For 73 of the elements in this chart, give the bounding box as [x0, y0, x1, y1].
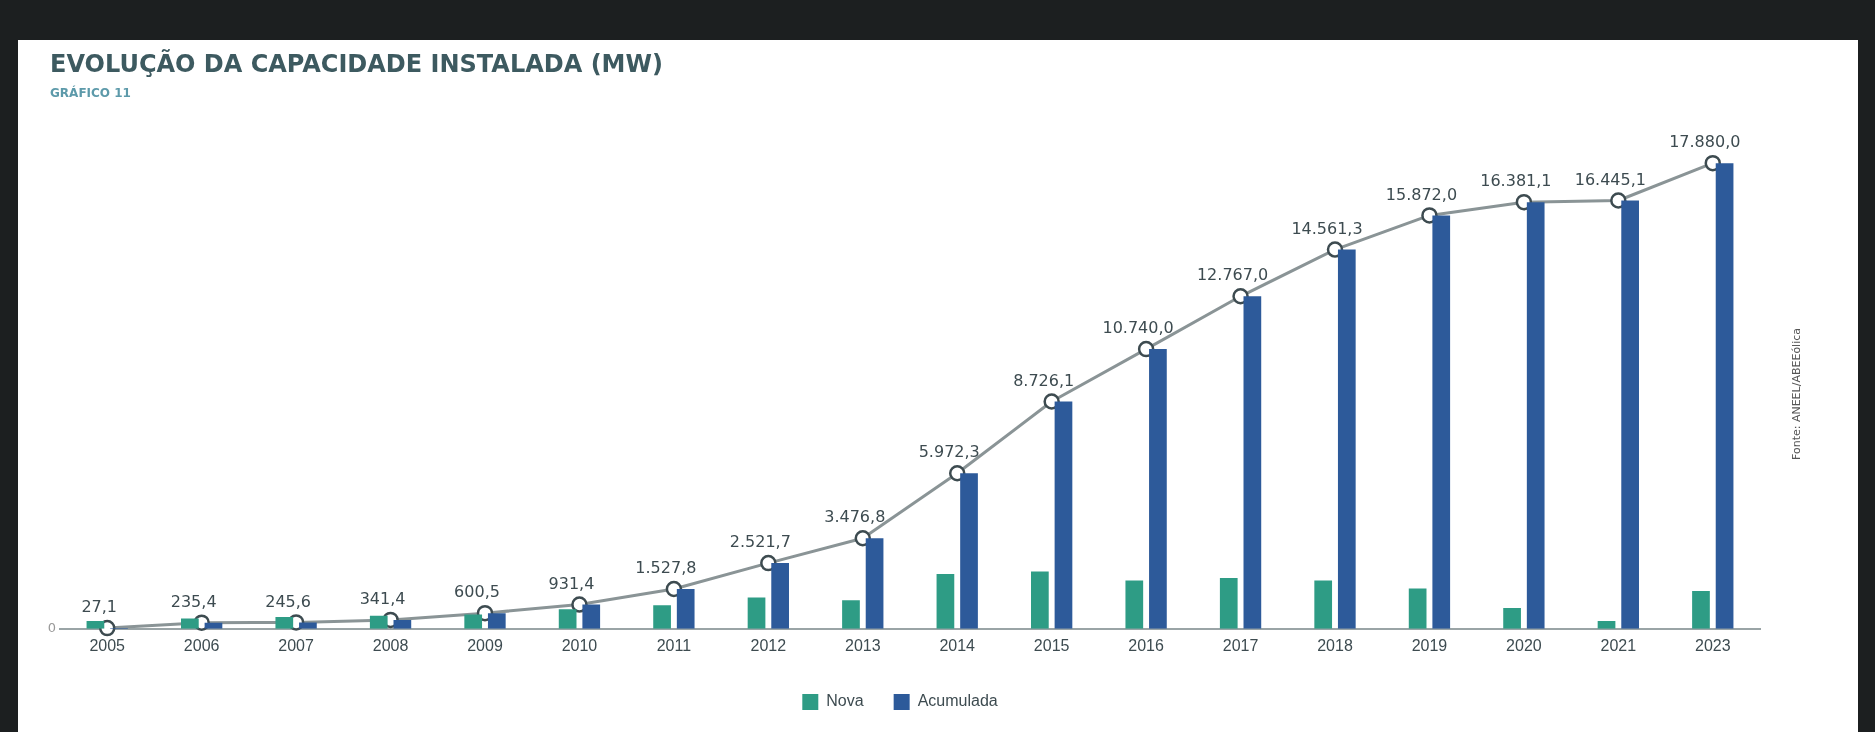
bar: [1526, 202, 1545, 629]
bar: [487, 613, 506, 629]
x-tick-label: 2015: [1033, 636, 1070, 654]
bar: [558, 609, 577, 629]
x-tick-label: 2013: [844, 636, 881, 654]
bar: [1621, 200, 1639, 629]
x-tick-label: 2007: [278, 636, 315, 654]
bar: [1219, 578, 1238, 629]
x-tick-label: 2011: [656, 636, 692, 654]
bar: [1408, 588, 1427, 629]
data-label: 10.740,0: [1102, 318, 1174, 338]
bar: [771, 563, 789, 629]
bar: [1337, 249, 1356, 629]
x-tick-label: 2021: [1600, 636, 1637, 654]
data-label: 2.521,7: [729, 532, 791, 552]
data-label: 3.476,8: [824, 507, 886, 527]
data-label: 12.767,0: [1196, 265, 1269, 285]
bar: [936, 574, 955, 629]
legend-label: Nova: [826, 692, 864, 710]
data-label: 14.561,3: [1291, 218, 1363, 238]
bar: [960, 473, 978, 629]
data-label: 931,4: [548, 573, 595, 593]
data-label: 235,4: [170, 591, 217, 611]
bar: [299, 622, 317, 629]
bar: [653, 605, 671, 629]
bar: [369, 615, 388, 629]
x-tick-label: 2006: [183, 636, 220, 654]
bar: [181, 618, 199, 629]
data-label: 16.381,1: [1480, 171, 1552, 191]
bar: [1715, 163, 1734, 629]
x-tick-label: 2012: [750, 636, 787, 654]
x-tick-label: 2008: [372, 636, 409, 654]
data-label: 27,1: [81, 597, 118, 617]
x-tick-label: 2020: [1506, 636, 1542, 654]
legend-label: Acumulada: [917, 692, 998, 710]
x-tick-label: 2019: [1411, 636, 1448, 654]
bar: [865, 538, 884, 629]
data-label: 5.972,3: [918, 442, 980, 462]
x-tick-label: 2018: [1317, 636, 1353, 654]
x-tick-label: 2014: [939, 636, 976, 654]
bar: [1149, 349, 1167, 629]
bar: [1432, 215, 1451, 629]
data-label: 17.880,0: [1669, 132, 1741, 152]
bar: [1243, 296, 1262, 629]
x-tick-label: 2005: [89, 636, 126, 654]
chart-title: EVOLUÇÃO DA CAPACIDADE INSTALADA (MW): [50, 50, 663, 78]
source-note: Fonte: ANEEL/ABEEólica: [1790, 327, 1803, 460]
bar: [1692, 591, 1710, 629]
data-label: 1.527,8: [635, 558, 697, 578]
bar: [1031, 571, 1049, 629]
bar: [582, 604, 601, 629]
data-label: 341,4: [359, 589, 406, 609]
x-tick-label: 2010: [561, 636, 598, 654]
x-tick-label: 2009: [467, 636, 503, 654]
bar: [842, 600, 860, 629]
bar: [747, 597, 766, 629]
bar: [464, 614, 483, 629]
data-label: 16.445,1: [1574, 169, 1646, 189]
bar: [275, 617, 294, 629]
data-label: 8.726,1: [1013, 370, 1075, 390]
text: 0: [47, 620, 56, 636]
bar: [676, 589, 695, 629]
bar: [1125, 580, 1144, 629]
bar: [1503, 607, 1521, 629]
bar: [1054, 401, 1073, 629]
x-tick-label: 2017: [1222, 636, 1259, 654]
chart-subtitle: GRÁFICO 11: [50, 86, 131, 100]
x-tick-label: 2023: [1694, 636, 1731, 654]
data-label: 600,5: [454, 582, 500, 602]
data-label: 245,6: [265, 591, 312, 611]
x-tick-label: 2016: [1128, 636, 1165, 654]
data-label: 15.872,0: [1385, 184, 1458, 204]
bar: [1314, 580, 1333, 629]
